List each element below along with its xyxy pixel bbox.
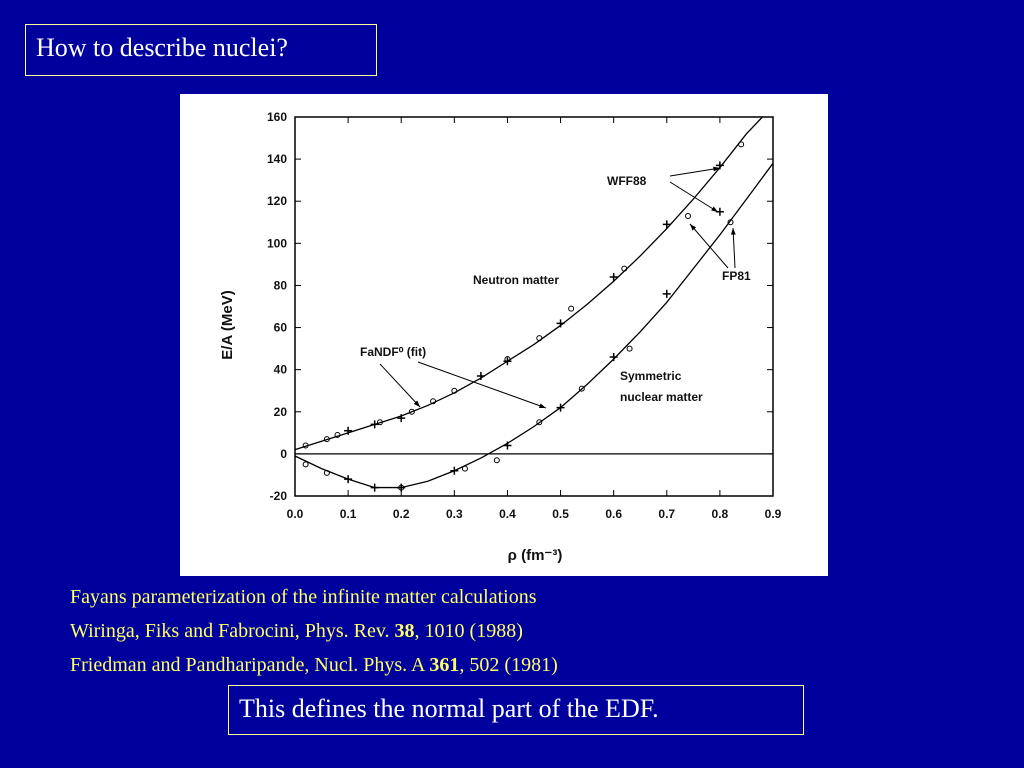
arrow-head: [730, 228, 736, 235]
annotation: Neutron matter: [473, 273, 559, 287]
circle-marker: [323, 436, 330, 443]
circle-marker: [430, 398, 437, 405]
circle-marker: [536, 419, 543, 426]
reference-text: Fayans parameterization of the infinite …: [70, 586, 537, 608]
annotation: Symmetric: [620, 369, 682, 383]
arrow: [417, 361, 547, 409]
x-tick-label: 0.4: [499, 507, 516, 521]
circle-marker: [302, 442, 309, 449]
arrow: [379, 363, 421, 408]
y-tick-label: 120: [267, 194, 287, 208]
arrow-head: [711, 206, 718, 212]
x-tick-label: 0.3: [446, 507, 463, 521]
reference-text: Wiringa, Fiks and Fabrocini, Phys. Rev.: [70, 620, 395, 642]
conclusion: This defines the normal part of the EDF.: [228, 685, 804, 735]
x-tick-label: 0.7: [658, 507, 675, 521]
y-tick-label: 40: [274, 363, 288, 377]
plus-marker: [609, 353, 618, 362]
y-tick-label: -20: [270, 489, 288, 503]
y-tick-label: 80: [274, 278, 288, 292]
circle-marker: [738, 141, 745, 148]
plus-marker: [344, 475, 353, 484]
annotation: nuclear matter: [620, 390, 703, 404]
plus-marker: [662, 289, 671, 298]
circle-marker: [568, 305, 575, 312]
reference-text: Friedman and Pandharipande, Nucl. Phys. …: [70, 654, 430, 676]
plot-frame: [294, 116, 774, 497]
reference: Friedman and Pandharipande, Nucl. Phys. …: [70, 648, 558, 682]
circle-marker: [398, 484, 405, 491]
circle-marker: [621, 265, 628, 272]
annotation: FaNDF⁰ (fit): [360, 345, 426, 359]
circle-marker: [323, 469, 330, 476]
plus-marker: [662, 220, 671, 229]
x-tick-label: 0.0: [287, 507, 304, 521]
plus-marker: [370, 420, 379, 429]
plus-marker: [556, 319, 565, 328]
slide-title: How to describe nuclei?: [25, 24, 377, 76]
circle-marker: [578, 385, 585, 392]
circle-marker: [376, 419, 383, 426]
y-axis-label: E/A (MeV): [219, 290, 236, 359]
circle-marker: [302, 461, 309, 468]
plus-marker: [609, 273, 618, 282]
reference-text: , 502 (1981): [459, 654, 558, 676]
circle-marker: [626, 345, 633, 352]
circle-marker: [685, 212, 692, 219]
x-tick-label: 0.2: [393, 507, 410, 521]
volume: 38: [394, 620, 415, 642]
y-tick-label: 100: [267, 236, 287, 250]
arrow: [669, 167, 721, 177]
x-tick-label: 0.1: [340, 507, 357, 521]
y-tick-label: 140: [267, 152, 287, 166]
annotation: FP81: [722, 269, 751, 283]
reference: Fayans parameterization of the infinite …: [70, 580, 558, 614]
x-tick-label: 0.5: [552, 507, 569, 521]
volume: 361: [429, 654, 460, 676]
arrow: [689, 223, 729, 269]
plus-marker: [503, 441, 512, 450]
arrow: [732, 227, 736, 269]
plus-marker: [476, 371, 485, 380]
circle-marker: [408, 408, 415, 415]
x-axis-label: ρ (fm⁻³): [508, 547, 563, 564]
chart-background: [180, 94, 828, 576]
circle-marker: [536, 335, 543, 342]
x-tick-label: 0.8: [712, 507, 729, 521]
x-tick-label: 0.6: [605, 507, 622, 521]
plus-marker: [344, 426, 353, 435]
reference-text: , 1010 (1988): [414, 620, 523, 642]
circle-marker: [334, 431, 341, 438]
annotation: WFF88: [607, 174, 647, 188]
circle-marker: [461, 465, 468, 472]
arrow: [669, 181, 719, 213]
reference: Wiringa, Fiks and Fabrocini, Phys. Rev. …: [70, 614, 558, 648]
plus-marker: [397, 414, 406, 423]
plus-marker: [450, 466, 459, 475]
plus-marker: [556, 403, 565, 412]
y-tick-label: 0: [280, 447, 287, 461]
arrow-head: [539, 403, 546, 409]
plus-marker: [370, 483, 379, 492]
arrow-head: [713, 166, 720, 172]
y-tick-label: 60: [274, 321, 288, 335]
y-tick-label: 20: [274, 405, 288, 419]
circle-marker: [727, 219, 734, 226]
y-tick-label: 160: [267, 110, 287, 124]
references: Fayans parameterization of the infinite …: [70, 580, 558, 682]
circle-marker: [451, 387, 458, 394]
chart: 0.0 0.1 0.2 0.3 0.4 0.5 0.6 0.7 0.8 0.9 -20 0 20 40 60…: [180, 94, 828, 576]
arrow-head: [690, 224, 697, 231]
x-tick-label: 0.9: [765, 507, 782, 521]
circle-marker: [493, 457, 500, 464]
arrow-head: [413, 400, 420, 407]
circle-marker: [504, 356, 511, 363]
